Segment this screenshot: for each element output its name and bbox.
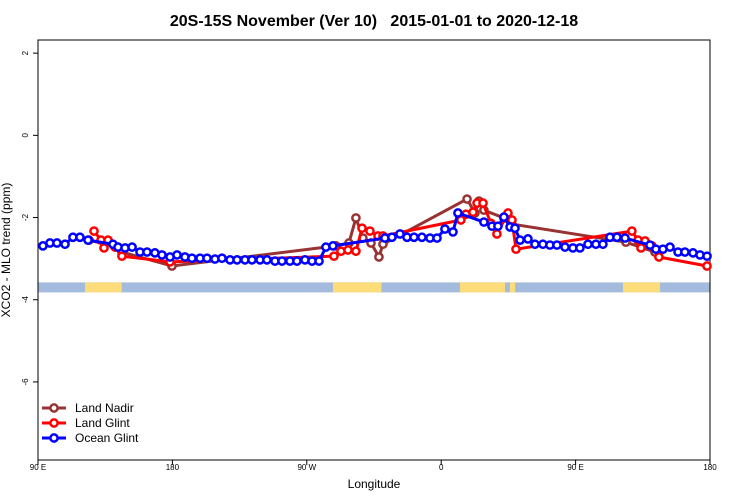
legend-label: Land Glint xyxy=(75,416,130,430)
x-tick-label: 180 xyxy=(166,463,180,472)
data-point xyxy=(510,223,520,234)
data-point xyxy=(292,256,302,266)
data-point xyxy=(575,243,585,253)
data-point xyxy=(499,212,509,222)
y-tick-label: -4 xyxy=(21,296,30,304)
data-point xyxy=(468,207,478,218)
data-point xyxy=(217,253,227,264)
data-point xyxy=(374,252,384,262)
data-point xyxy=(432,233,442,243)
data-point xyxy=(277,256,287,266)
data-point xyxy=(187,253,197,264)
land-segment xyxy=(622,282,660,293)
data-point xyxy=(627,226,637,236)
data-point xyxy=(127,242,137,252)
y-tick-label: 0 xyxy=(21,133,30,138)
data-point xyxy=(75,232,85,243)
data-point xyxy=(702,251,712,262)
data-point xyxy=(530,239,540,250)
chart-title: 20S-15S November (Ver 10) 2015-01-01 to … xyxy=(170,13,578,30)
data-point xyxy=(493,221,503,232)
data-point xyxy=(60,239,70,250)
data-point xyxy=(620,233,630,243)
data-point xyxy=(462,194,472,204)
y-axis-label: XCO2 - MLO trend (ppm) xyxy=(0,183,13,318)
x-tick-label: 0 xyxy=(439,463,444,472)
data-point xyxy=(387,232,397,243)
data-point xyxy=(365,226,375,236)
data-point xyxy=(247,255,257,265)
data-point xyxy=(478,198,488,209)
data-point xyxy=(448,227,458,237)
data-point xyxy=(440,224,450,234)
data-point xyxy=(351,213,361,223)
land-segment xyxy=(460,282,505,293)
legend-marker xyxy=(49,418,59,428)
data-point xyxy=(329,251,339,262)
data-point xyxy=(665,242,675,252)
data-point xyxy=(515,235,525,245)
data-point xyxy=(262,255,272,265)
data-point xyxy=(172,250,182,260)
data-point xyxy=(636,243,646,253)
land-segment xyxy=(332,282,382,293)
data-point xyxy=(702,261,712,271)
x-axis-label: Longitude xyxy=(348,477,401,491)
data-point xyxy=(479,217,489,227)
data-point xyxy=(343,245,353,255)
x-tick-label: 90 E xyxy=(567,463,583,472)
x-tick-label: 90 E xyxy=(30,463,46,472)
legend-label: Ocean Glint xyxy=(75,431,139,445)
data-point xyxy=(598,239,608,250)
data-point xyxy=(232,255,242,265)
data-point xyxy=(612,232,622,243)
x-tick-label: 90 W xyxy=(297,463,316,472)
y-tick-label: -2 xyxy=(21,213,30,221)
y-tick-label: -6 xyxy=(21,378,30,386)
legend-label: Land Nadir xyxy=(75,401,134,415)
data-point xyxy=(511,244,521,255)
legend-marker xyxy=(49,403,59,413)
data-point xyxy=(99,243,109,253)
data-point xyxy=(328,241,338,251)
data-point xyxy=(523,234,533,244)
data-point xyxy=(89,226,99,236)
data-point xyxy=(351,246,361,257)
data-point xyxy=(83,235,93,245)
data-point xyxy=(409,232,419,243)
data-point xyxy=(453,208,463,218)
data-point xyxy=(583,239,593,250)
data-point xyxy=(202,253,212,264)
legend-marker xyxy=(49,433,59,443)
data-point xyxy=(117,251,127,262)
y-tick-label: 2 xyxy=(21,50,30,55)
data-point xyxy=(417,232,427,243)
data-point xyxy=(680,247,690,257)
data-point xyxy=(314,256,324,266)
data-point xyxy=(552,240,562,250)
data-point xyxy=(560,242,570,252)
land-segment xyxy=(85,282,122,293)
data-point xyxy=(52,238,62,248)
data-point xyxy=(654,252,664,262)
x-tick-label: 180 xyxy=(703,463,717,472)
land-segment xyxy=(509,282,516,293)
data-point xyxy=(357,223,367,234)
data-point xyxy=(492,229,502,239)
data-point xyxy=(142,247,152,257)
data-point xyxy=(157,250,167,260)
plot-frame xyxy=(37,39,711,461)
